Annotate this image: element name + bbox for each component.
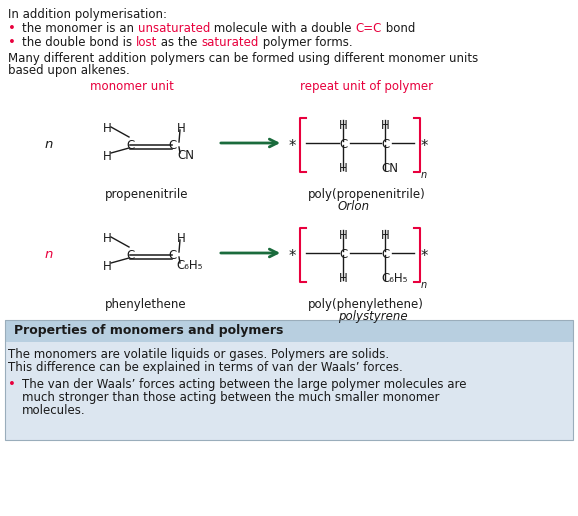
- Text: saturated: saturated: [201, 36, 259, 49]
- Text: H: H: [339, 162, 348, 175]
- Text: based upon alkenes.: based upon alkenes.: [8, 64, 129, 77]
- Text: C: C: [168, 249, 176, 262]
- Bar: [5, 320, 573, 440]
- Text: n: n: [45, 138, 53, 151]
- Text: bond: bond: [381, 22, 415, 35]
- Text: n: n: [45, 248, 53, 261]
- Text: poly(phenylethene): poly(phenylethene): [308, 298, 424, 311]
- Text: •: •: [8, 22, 16, 35]
- Text: C₆H₅: C₆H₅: [381, 272, 407, 285]
- Text: C: C: [126, 249, 134, 262]
- Text: molecule with a double: molecule with a double: [210, 22, 355, 35]
- Text: *: *: [289, 139, 297, 154]
- Text: phenylethene: phenylethene: [105, 298, 187, 311]
- Text: C: C: [381, 248, 389, 261]
- Text: H: H: [381, 229, 390, 242]
- Text: n: n: [421, 170, 427, 180]
- Text: polystyrene: polystyrene: [338, 310, 407, 323]
- Text: H: H: [339, 229, 348, 242]
- Text: In addition polymerisation:: In addition polymerisation:: [8, 8, 167, 21]
- Text: Properties of monomers and polymers: Properties of monomers and polymers: [14, 324, 283, 337]
- Text: repeat unit of polymer: repeat unit of polymer: [300, 80, 433, 93]
- Text: C: C: [126, 139, 134, 152]
- Text: as the: as the: [157, 36, 201, 49]
- Text: unsaturated: unsaturated: [138, 22, 210, 35]
- Text: H: H: [103, 260, 112, 273]
- Text: The van der Waals’ forces acting between the large polymer molecules are: The van der Waals’ forces acting between…: [22, 378, 466, 391]
- Text: The monomers are volatile liquids or gases. Polymers are solids.: The monomers are volatile liquids or gas…: [8, 348, 389, 361]
- Text: *: *: [289, 249, 297, 264]
- Bar: [5, 320, 573, 342]
- Text: Orlon: Orlon: [338, 200, 370, 213]
- Text: C: C: [339, 138, 347, 151]
- Text: monomer unit: monomer unit: [90, 80, 174, 93]
- Text: C=C: C=C: [355, 22, 381, 35]
- Text: molecules.: molecules.: [22, 404, 86, 417]
- Text: C: C: [381, 138, 389, 151]
- Text: H: H: [339, 272, 348, 285]
- Text: •: •: [8, 378, 16, 391]
- Text: polymer forms.: polymer forms.: [259, 36, 353, 49]
- Text: •: •: [8, 36, 16, 49]
- Text: H: H: [339, 119, 348, 132]
- Text: H: H: [177, 122, 186, 135]
- Text: C₆H₅: C₆H₅: [176, 259, 202, 272]
- Text: H: H: [103, 122, 112, 135]
- Text: Many different addition polymers can be formed using different monomer units: Many different addition polymers can be …: [8, 52, 478, 65]
- Text: H: H: [381, 119, 390, 132]
- Text: *: *: [421, 249, 428, 264]
- Text: the double bond is: the double bond is: [22, 36, 136, 49]
- Text: much stronger than those acting between the much smaller monomer: much stronger than those acting between …: [22, 391, 439, 404]
- Bar: [5, 342, 573, 440]
- Text: *: *: [421, 139, 428, 154]
- Text: H: H: [103, 150, 112, 163]
- Text: CN: CN: [381, 162, 398, 175]
- Text: lost: lost: [136, 36, 157, 49]
- Text: n: n: [421, 280, 427, 290]
- Text: the monomer is an: the monomer is an: [22, 22, 138, 35]
- Text: poly(propenenitrile): poly(propenenitrile): [308, 188, 426, 201]
- Text: C: C: [339, 248, 347, 261]
- Text: This difference can be explained in terms of van der Waals’ forces.: This difference can be explained in term…: [8, 361, 403, 374]
- Text: CN: CN: [177, 149, 194, 162]
- Text: C: C: [168, 139, 176, 152]
- Text: propenenitrile: propenenitrile: [105, 188, 188, 201]
- Text: H: H: [103, 232, 112, 245]
- Text: H: H: [177, 232, 186, 245]
